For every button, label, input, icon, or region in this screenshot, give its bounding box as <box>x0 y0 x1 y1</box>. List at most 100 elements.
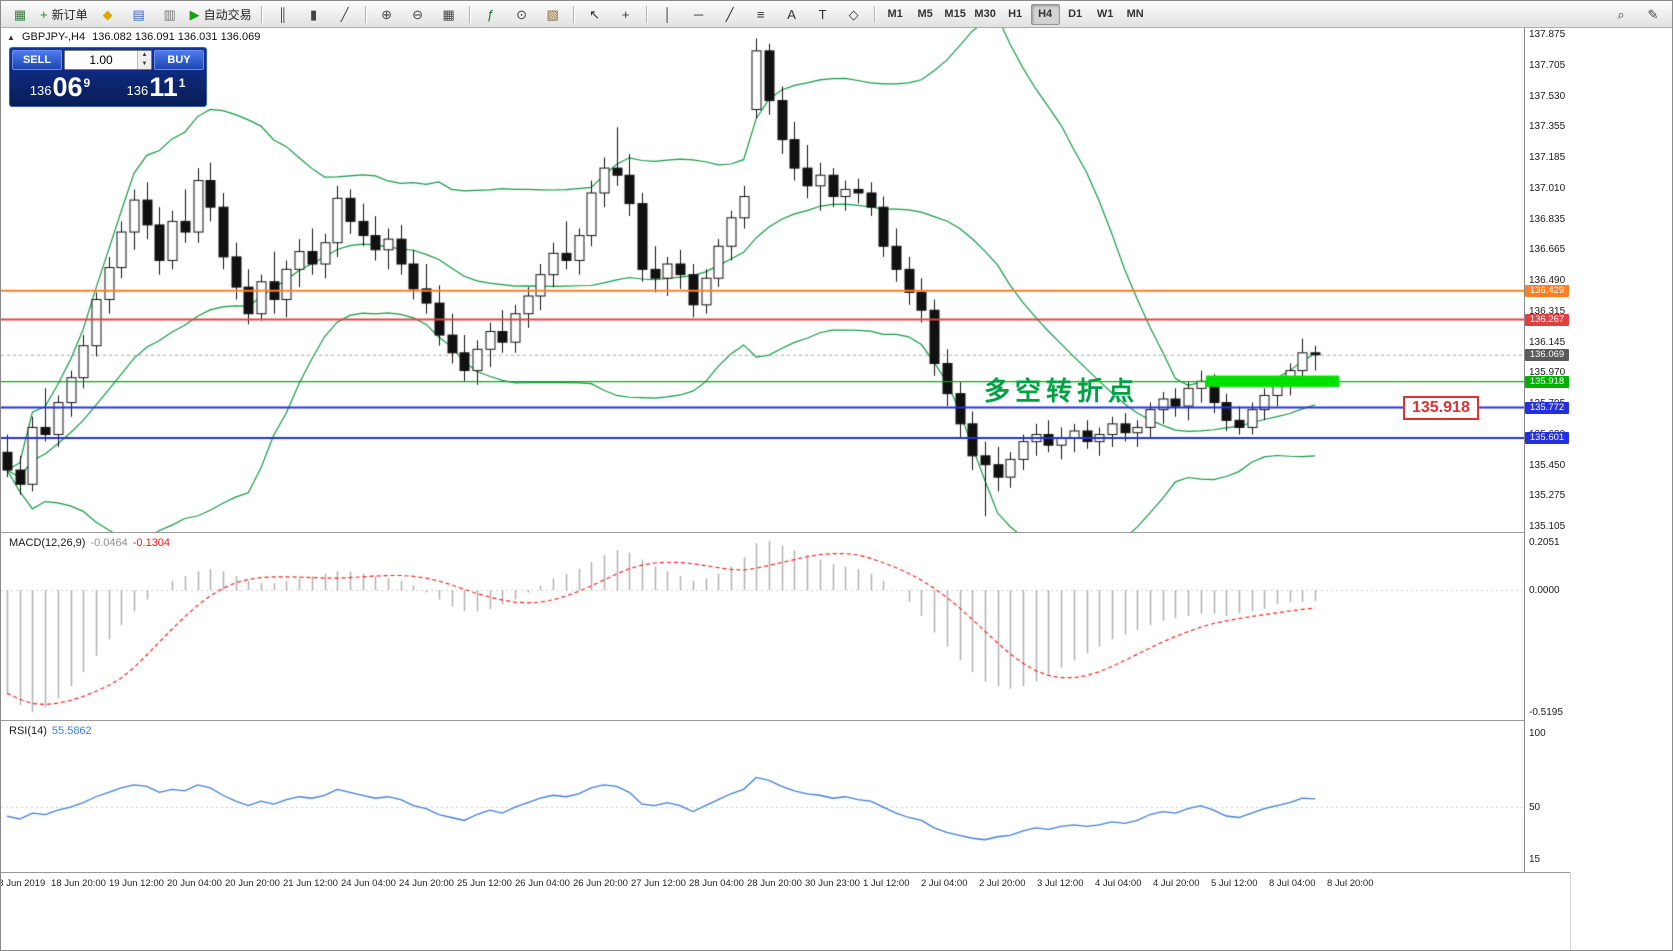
data-window-button[interactable]: ▥ <box>155 3 185 26</box>
candlestick-chart-button[interactable]: ▮ <box>299 3 329 26</box>
price-tag: 136.429 <box>1525 284 1569 297</box>
buy-button[interactable]: BUY <box>154 50 204 70</box>
cursor-icon: ↖ <box>589 6 601 22</box>
text-icon: A <box>787 6 796 22</box>
zoom-in-button[interactable]: ⊕ <box>372 3 402 26</box>
volume-spinner: ▲ ▼ <box>137 51 151 69</box>
time-axis-label: 2 Jul 20:00 <box>979 878 1026 889</box>
fibonacci-icon: ≡ <box>756 6 765 22</box>
tile-windows-icon: ▦ <box>442 6 455 22</box>
price-scale-label: 137.185 <box>1529 152 1566 163</box>
sell-price[interactable]: 136 06 9 <box>12 72 108 104</box>
panel-separator[interactable] <box>1 532 1570 533</box>
rsi-value: 55.5862 <box>51 725 92 737</box>
panel-separator[interactable] <box>1 720 1570 721</box>
time-axis-label: 4 Jul 04:00 <box>1095 878 1142 889</box>
volume-up-icon[interactable]: ▲ <box>141 52 148 58</box>
time-axis-label: 5 Jul 12:00 <box>1211 878 1258 889</box>
price-chart-canvas[interactable] <box>1 28 1524 532</box>
timeframe-H4[interactable]: H4 <box>1030 3 1060 25</box>
search-button[interactable]: ⌕ <box>1606 3 1636 26</box>
new-order-icon: + <box>40 6 48 22</box>
timeframe-M5[interactable]: M5 <box>917 8 933 20</box>
toolbar-right-group: ⌕ ✎ <box>1606 3 1668 26</box>
toolbar-separator <box>572 5 575 23</box>
cursor-button[interactable]: ↖ <box>580 3 610 26</box>
chart-window-button[interactable]: ▦ <box>5 3 35 26</box>
price-scale-label: 137.705 <box>1529 59 1566 71</box>
chart-window-icon: ▦ <box>13 6 27 22</box>
price-scale-label: 137.355 <box>1529 121 1566 133</box>
data-window-icon: ▥ <box>163 6 176 22</box>
crosshair-button[interactable]: + <box>611 3 641 26</box>
time-axis-label: 21 Jun 12:00 <box>283 878 338 889</box>
timeframe-M30[interactable]: M30 <box>974 8 996 20</box>
indicators-button[interactable]: ƒ <box>476 3 506 26</box>
macd-scale-label: 0.2051 <box>1529 537 1560 548</box>
price-tag: 135.772 <box>1525 401 1569 414</box>
window-right-margin <box>1570 28 1672 950</box>
time-axis-label: 8 Jul 20:00 <box>1327 878 1374 889</box>
timeframe-W1[interactable]: W1 <box>1096 8 1114 20</box>
text-button[interactable]: A <box>777 3 807 26</box>
timeframe-M15[interactable]: M15 <box>944 8 966 20</box>
panel-expander-icon[interactable]: ▲ <box>7 32 15 42</box>
line-chart-button[interactable]: ╱ <box>330 3 360 26</box>
shapes-button[interactable]: ◇ <box>839 3 869 26</box>
price-scale-label: 136.490 <box>1529 275 1566 286</box>
zoom-out-button[interactable]: ⊖ <box>403 3 433 26</box>
price-level-label[interactable]: 135.918 <box>1403 396 1479 420</box>
templates-button[interactable]: ▧ <box>538 3 568 26</box>
vertical-line-button[interactable]: │ <box>653 3 683 26</box>
new-order-button[interactable]: + 新订单 <box>36 3 92 26</box>
tile-windows-button[interactable]: ▦ <box>434 3 464 26</box>
price-scale[interactable]: 137.875 137.705 137.530 137.355 137.185 137.0… <box>1524 28 1571 872</box>
market-watch-button[interactable]: ▤ <box>124 3 154 26</box>
price-scale-label: 136.835 <box>1529 213 1566 225</box>
macd-panel-canvas[interactable] <box>1 533 1524 720</box>
timeframe-M1[interactable]: M1 <box>887 8 903 20</box>
auto-trading-button[interactable]: ▶ 自动交易 <box>186 3 256 26</box>
volume-box: ▲ ▼ <box>64 50 152 70</box>
rsi-panel-canvas[interactable] <box>1 721 1524 872</box>
new-chart-button[interactable]: ✎ <box>1638 3 1668 26</box>
trendline-button[interactable]: ╱ <box>715 3 745 26</box>
search-icon: ⌕ <box>1617 6 1625 22</box>
macd-signal-value: -0.1304 <box>132 537 171 549</box>
time-axis-label: 28 Jun 04:00 <box>689 878 744 889</box>
volume-down-icon[interactable]: ▼ <box>141 61 148 67</box>
buy-price[interactable]: 136 11 1 <box>108 72 204 104</box>
trendline-icon: ╱ <box>725 6 734 22</box>
volume-input[interactable] <box>65 51 137 69</box>
price-tag: 136.267 <box>1525 313 1569 326</box>
panel-separator <box>1 872 1570 873</box>
price-scale-label: 137.010 <box>1529 182 1566 194</box>
sell-button[interactable]: SELL <box>12 50 62 70</box>
price-tag: 135.601 <box>1525 431 1569 444</box>
macd-scale-label: -0.5195 <box>1529 707 1563 718</box>
profiles-button[interactable]: ◆ <box>93 3 123 26</box>
timeframe-D1[interactable]: D1 <box>1068 8 1083 20</box>
ohlc-values: 136.082 136.091 136.031 136.069 <box>92 31 261 43</box>
fibonacci-button[interactable]: ≡ <box>746 3 776 26</box>
bar-chart-button[interactable]: ║ <box>268 3 298 26</box>
timeframe-MN[interactable]: MN <box>1126 8 1144 20</box>
horizontal-line-button[interactable]: ─ <box>684 3 714 26</box>
symbol-period-label: GBPJPY-,H4 <box>21 31 86 43</box>
new-order-label: 新订单 <box>51 7 88 22</box>
rsi-scale-label: 100 <box>1529 728 1546 739</box>
text-label-button[interactable]: T <box>808 3 838 26</box>
chart-annotation-text[interactable]: 多空转折点 <box>984 376 1140 406</box>
macd-name: MACD(12,26,9) <box>9 537 86 549</box>
horizontal-line-icon: ─ <box>694 6 704 22</box>
time-axis-label: 28 Jun 20:00 <box>747 878 802 889</box>
periods-button[interactable]: ⊙ <box>507 3 537 26</box>
sell-price-big: 06 <box>52 72 83 102</box>
price-scale-label: 135.450 <box>1529 459 1566 471</box>
new-chart-icon: ✎ <box>1647 6 1659 22</box>
sell-price-prefix: 136 <box>29 83 52 98</box>
timeframe-H1[interactable]: H1 <box>1008 8 1023 20</box>
zoom-out-icon: ⊖ <box>412 6 424 22</box>
